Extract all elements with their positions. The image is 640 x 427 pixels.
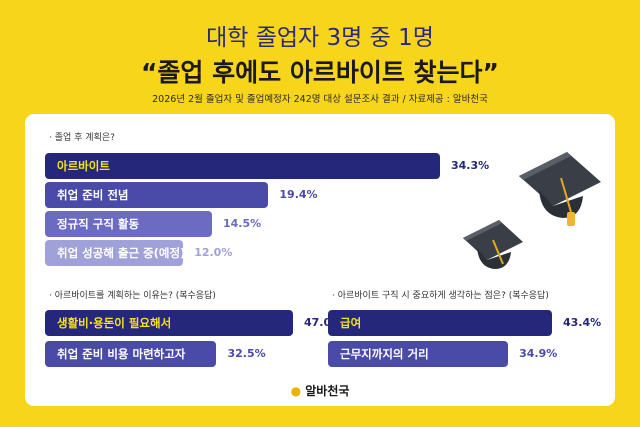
chart-3-bar xyxy=(328,341,509,367)
chart-1-bar xyxy=(45,153,440,179)
chart-3-title: · 아르바이트 구직 시 중요하게 생각하는 점은? (복수응답) xyxy=(332,291,549,301)
subtitle: 2026년 2월 졸업자 및 졸업예정자 242명 대상 설문조사 결과 / 자… xyxy=(152,94,488,105)
chart-3-category-label: 급여 xyxy=(340,316,362,330)
chart-1-value-label: 12.0% xyxy=(194,246,233,259)
chart-3-value-label: 43.4% xyxy=(563,316,602,329)
chart-2-bar xyxy=(45,310,293,336)
logo-text: 알바천국 xyxy=(305,384,350,398)
chart-1-value-label: 14.5% xyxy=(222,217,262,230)
chart-3-category-label: 근무지까지의 거리 xyxy=(340,347,429,361)
content-card: · 졸업 후 계획은? 아르바이트 34.3% 취업 준비 전념 19.4% 정규직 구직… xyxy=(25,114,615,406)
logo-mark-icon: ● xyxy=(290,384,302,398)
chart-1-category-label: 취업 성공해 출근 중(예정) xyxy=(57,246,186,260)
chart-2-bar xyxy=(45,341,217,367)
chart-1-category-label: 아르바이트 xyxy=(57,159,110,173)
title-line-2: “졸업 후에도 아르바이트 찾는다” xyxy=(141,58,499,87)
chart-1-title: · 졸업 후 계획은? xyxy=(49,133,115,143)
chart-1-category-label: 정규직 구직 활동 xyxy=(57,217,140,231)
chart-1-value-label: 19.4% xyxy=(279,188,318,201)
chart-1-bar xyxy=(45,182,269,208)
chart-2-category-label: 취업 준비 비용 마련하고자 xyxy=(57,347,186,361)
chart-3-bar xyxy=(328,310,552,336)
graduation-cap-icon-small xyxy=(463,220,523,269)
chart-1-value-label: 34.3% xyxy=(451,159,490,172)
chart-3-value-label: 34.9% xyxy=(519,347,558,360)
chart-2-title: · 아르바이트를 계획하는 이유는? (복수응답) xyxy=(49,291,216,301)
brand-logo: ● 알바천국 xyxy=(0,382,640,399)
title-line-1: 대학 졸업자 3명 중 1명 xyxy=(206,25,434,51)
chart-1-bar xyxy=(45,211,212,237)
chart-1-bar xyxy=(45,240,184,266)
chart-2-value-label: 32.5% xyxy=(227,347,266,360)
chart-1-category-label: 취업 준비 전념 xyxy=(57,188,129,202)
graduation-cap-icon-large xyxy=(519,152,601,226)
chart-2-category-label: 생활비·용돈이 필요해서 xyxy=(57,316,172,330)
